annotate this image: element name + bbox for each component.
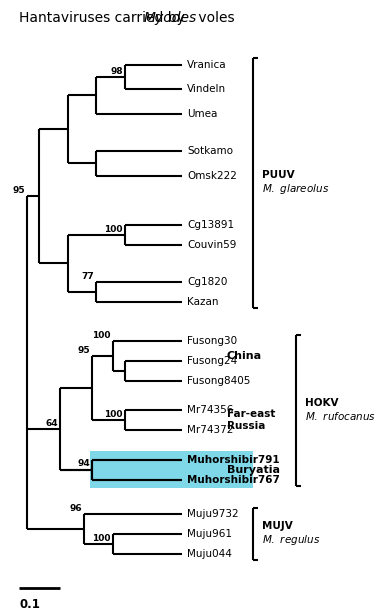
Text: Omsk222: Omsk222 bbox=[187, 171, 237, 180]
Text: Mr74372: Mr74372 bbox=[187, 425, 233, 435]
Text: Hantaviruses carried by: Hantaviruses carried by bbox=[19, 11, 189, 25]
Text: Myodes: Myodes bbox=[143, 11, 197, 25]
Text: 77: 77 bbox=[82, 272, 94, 281]
Text: Far-east
Russia: Far-east Russia bbox=[227, 410, 275, 431]
Text: PUUV
$M.$ $glareolus$: PUUV $M.$ $glareolus$ bbox=[262, 170, 330, 196]
FancyBboxPatch shape bbox=[90, 451, 253, 488]
Text: Muju961: Muju961 bbox=[187, 529, 232, 539]
Text: Couvin59: Couvin59 bbox=[187, 240, 236, 250]
Text: Muhorshibir767: Muhorshibir767 bbox=[187, 474, 280, 485]
Text: Muju9732: Muju9732 bbox=[187, 509, 239, 519]
Text: Sotkamo: Sotkamo bbox=[187, 146, 233, 156]
Text: Buryatia: Buryatia bbox=[227, 464, 280, 475]
Text: 64: 64 bbox=[45, 419, 58, 428]
Text: Muhorshibir791: Muhorshibir791 bbox=[187, 455, 279, 464]
Text: 0.1: 0.1 bbox=[19, 598, 40, 611]
Text: Mr74356: Mr74356 bbox=[187, 405, 233, 415]
Text: 95: 95 bbox=[78, 346, 90, 355]
Text: Vranica: Vranica bbox=[187, 60, 227, 70]
Text: 98: 98 bbox=[110, 67, 123, 76]
Text: Fusong8405: Fusong8405 bbox=[187, 376, 250, 386]
Text: China: China bbox=[227, 351, 262, 361]
Text: 100: 100 bbox=[92, 533, 111, 543]
Text: 100: 100 bbox=[104, 225, 123, 233]
Text: MUJV
$M.$ $regulus$: MUJV $M.$ $regulus$ bbox=[262, 521, 320, 547]
Text: 100: 100 bbox=[104, 410, 123, 419]
Text: Fusong30: Fusong30 bbox=[187, 336, 237, 346]
Text: HOKV
$M.$ $rufocanus$: HOKV $M.$ $rufocanus$ bbox=[305, 399, 376, 423]
Text: Vindeln: Vindeln bbox=[187, 84, 226, 94]
Text: 94: 94 bbox=[78, 460, 90, 468]
Text: 100: 100 bbox=[92, 331, 111, 340]
Text: voles: voles bbox=[194, 11, 235, 25]
Text: Fusong24: Fusong24 bbox=[187, 356, 237, 366]
Text: Muju044: Muju044 bbox=[187, 549, 232, 559]
Text: Cg1820: Cg1820 bbox=[187, 277, 227, 287]
Text: Umea: Umea bbox=[187, 109, 217, 119]
Text: 96: 96 bbox=[69, 504, 82, 513]
Text: 95: 95 bbox=[12, 186, 25, 195]
Text: Cg13891: Cg13891 bbox=[187, 220, 234, 230]
Text: Kazan: Kazan bbox=[187, 297, 218, 307]
